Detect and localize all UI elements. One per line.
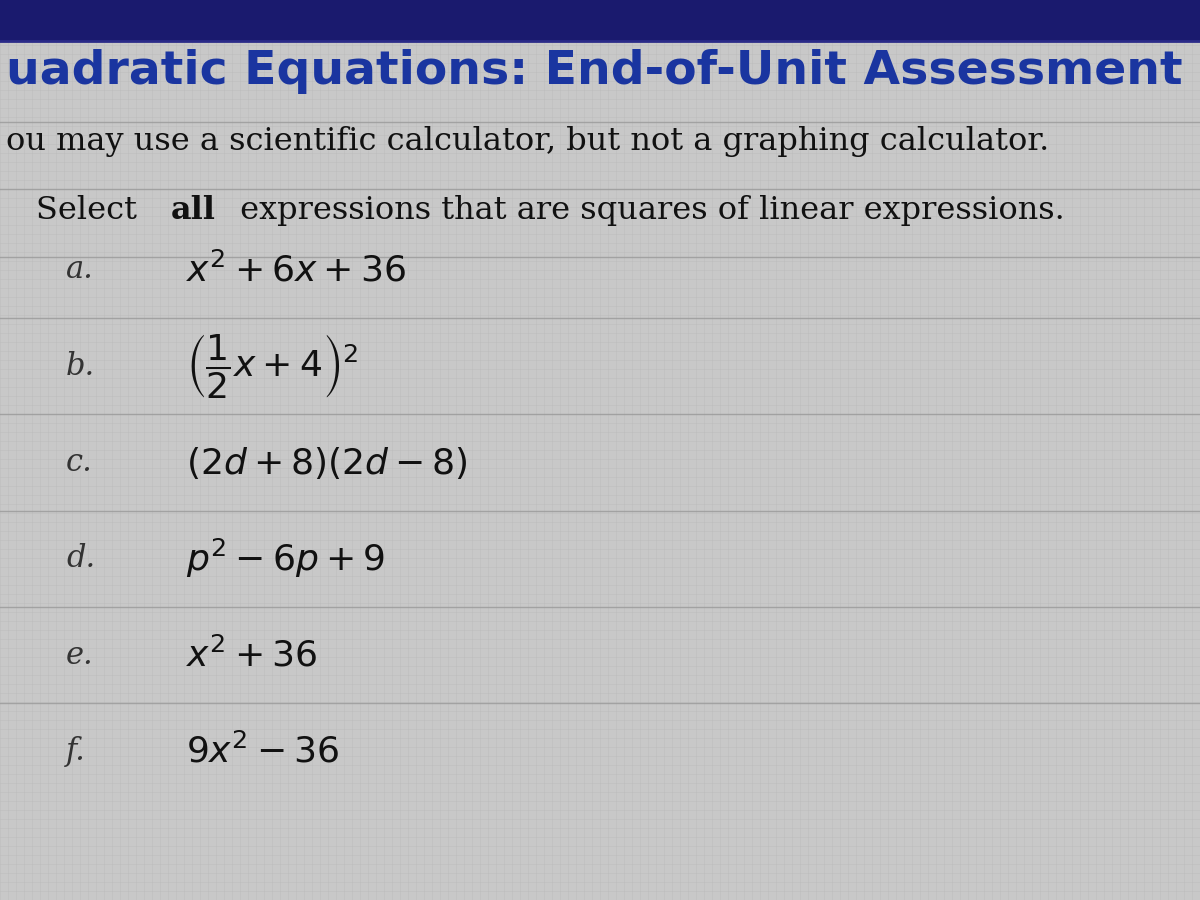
Text: d.: d. bbox=[66, 544, 95, 574]
Text: $9x^2 - 36$: $9x^2 - 36$ bbox=[186, 734, 340, 770]
Text: $x^2 + 36$: $x^2 + 36$ bbox=[186, 637, 317, 673]
Text: f.: f. bbox=[66, 736, 86, 767]
Text: $(2d + 8)(2d - 8)$: $(2d + 8)(2d - 8)$ bbox=[186, 445, 468, 481]
Text: e.: e. bbox=[66, 640, 94, 670]
Text: $p^2 - 6p + 9$: $p^2 - 6p + 9$ bbox=[186, 537, 385, 580]
Text: expressions that are squares of linear expressions.: expressions that are squares of linear e… bbox=[230, 195, 1066, 226]
Text: b.: b. bbox=[66, 351, 95, 382]
Text: a.: a. bbox=[66, 255, 94, 285]
FancyBboxPatch shape bbox=[0, 0, 1200, 40]
Text: Select: Select bbox=[36, 195, 148, 226]
Text: $\left(\dfrac{1}{2}x + 4\right)^2$: $\left(\dfrac{1}{2}x + 4\right)^2$ bbox=[186, 332, 359, 400]
Text: ou may use a scientific calculator, but not a graphing calculator.: ou may use a scientific calculator, but … bbox=[6, 126, 1049, 157]
Text: c.: c. bbox=[66, 447, 92, 478]
Text: $x^2 + 6x + 36$: $x^2 + 6x + 36$ bbox=[186, 252, 406, 288]
Text: all: all bbox=[170, 195, 215, 226]
Text: uadratic Equations: End-of-Unit Assessment: uadratic Equations: End-of-Unit Assessme… bbox=[6, 50, 1183, 94]
